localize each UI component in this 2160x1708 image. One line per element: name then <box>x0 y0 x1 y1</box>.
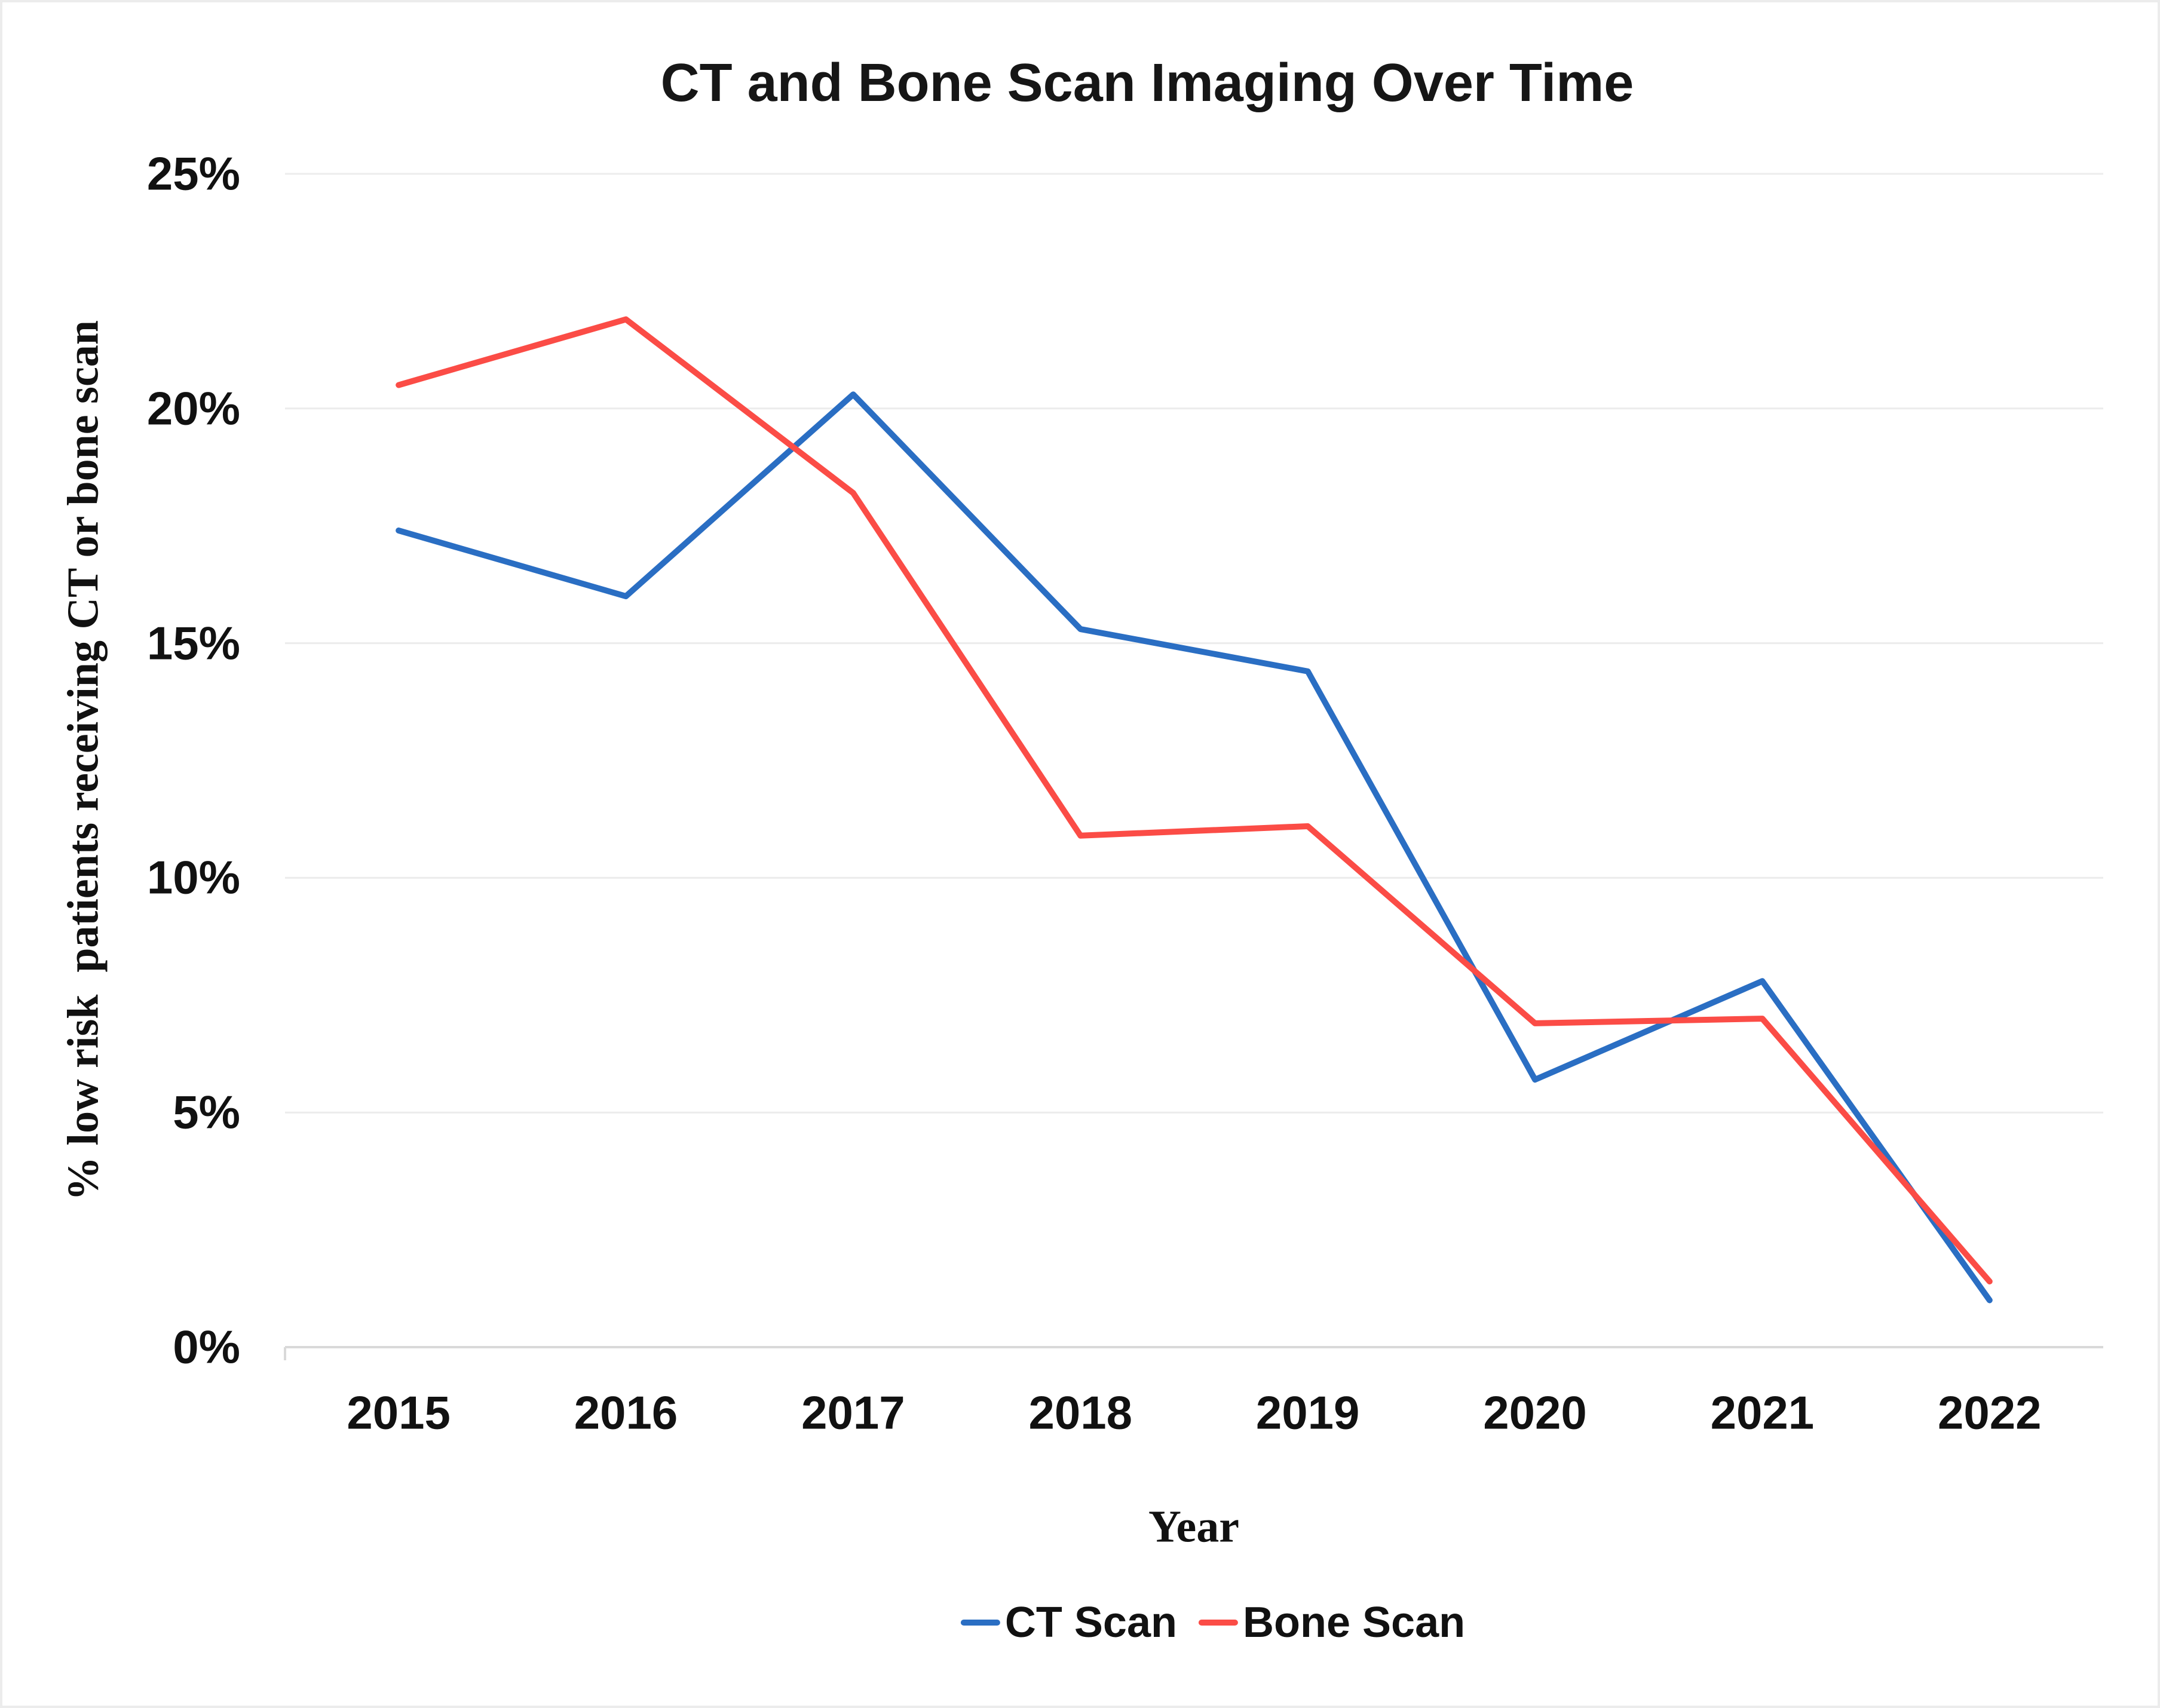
x-tick-label-2017: 2017 <box>801 1386 905 1439</box>
legend-label-bone-scan: Bone Scan <box>1242 1599 1466 1646</box>
legend-label-ct-scan: CT Scan <box>1004 1599 1177 1646</box>
series-line-bone-scan <box>396 316 1993 1285</box>
x-tick-label-2021: 2021 <box>1710 1386 1815 1439</box>
plot-area <box>284 173 2103 1360</box>
x-axis-title: Year <box>1148 1501 1239 1552</box>
x-tick-label-2015: 2015 <box>347 1386 451 1439</box>
y-tick-label-25pct: 25% <box>146 147 240 200</box>
x-tick-label-2019: 2019 <box>1255 1386 1360 1439</box>
y-tick-label-5pct: 5% <box>173 1085 240 1139</box>
y-axis-title: % low risk patients receiving CT or bone… <box>59 320 108 1201</box>
y-tick-label-0pct: 0% <box>173 1320 240 1373</box>
line-chart-svg <box>284 173 2103 1360</box>
y-tick-label-10pct: 10% <box>146 851 240 904</box>
chart-title: CT and Bone Scan Imaging Over Time <box>660 53 1634 113</box>
y-tick-label-15pct: 15% <box>146 617 240 670</box>
x-tick-label-2022: 2022 <box>1938 1386 2042 1439</box>
legend-item-ct-scan: CT Scan <box>960 1598 1177 1647</box>
bone-scan-line-swatch <box>1198 1620 1238 1626</box>
y-tick-label-20pct: 20% <box>146 382 240 435</box>
legend-item-bone-scan: Bone Scan <box>1198 1598 1466 1647</box>
ct-scan-line-swatch <box>960 1620 1000 1626</box>
series-line-ct-scan <box>396 391 1993 1304</box>
x-tick-label-2020: 2020 <box>1483 1386 1587 1439</box>
x-tick-label-2016: 2016 <box>574 1386 678 1439</box>
legend: CT Scan Bone Scan <box>960 1598 1466 1647</box>
x-tick-label-2018: 2018 <box>1028 1386 1133 1439</box>
